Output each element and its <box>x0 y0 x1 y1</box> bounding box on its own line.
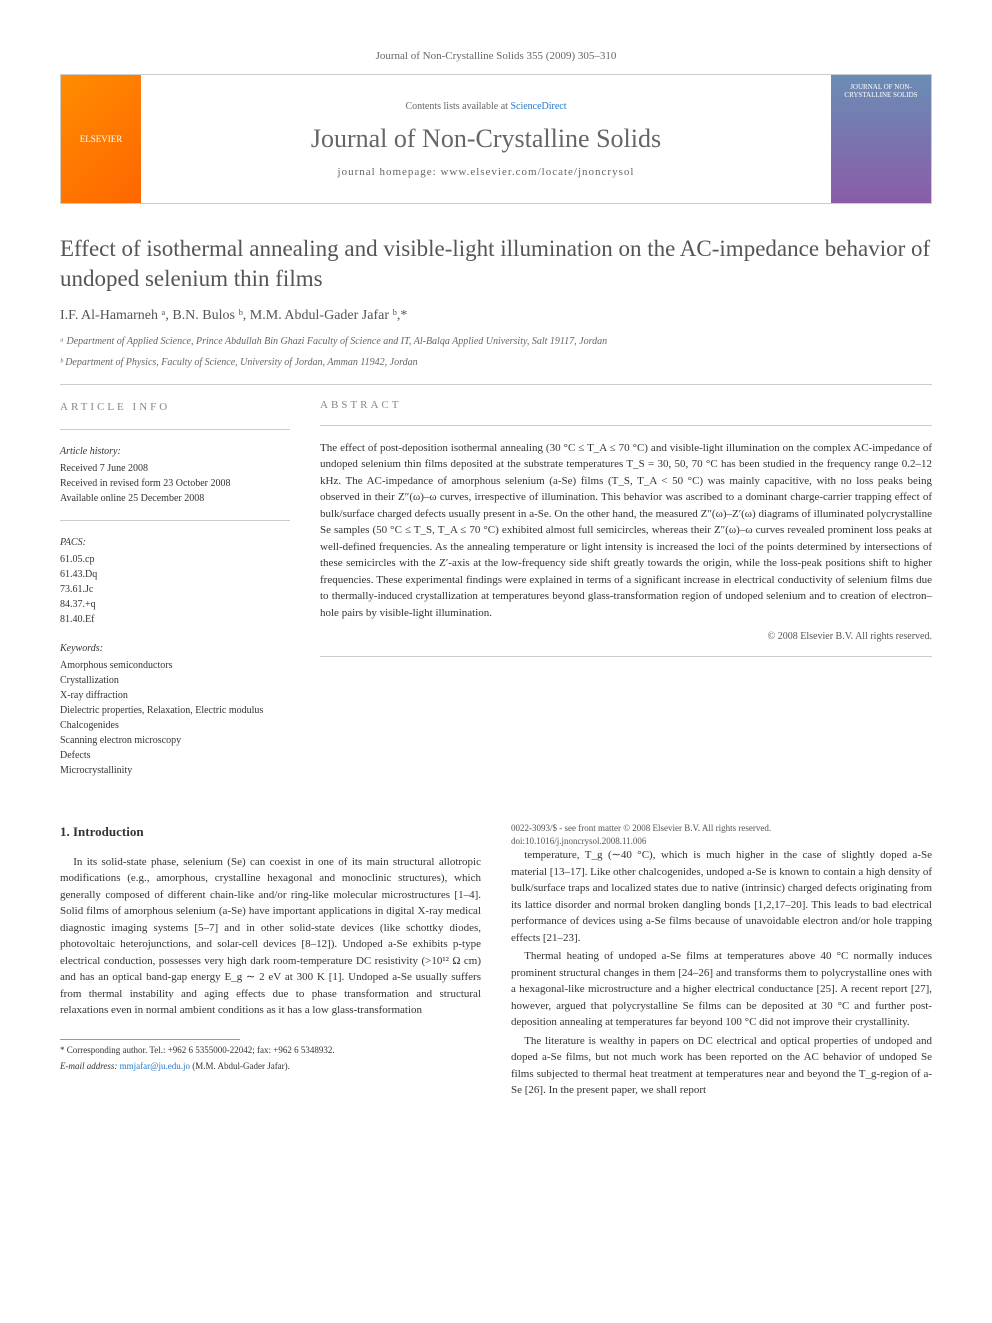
keyword: Scanning electron microscopy <box>60 733 290 748</box>
keyword: Amorphous semiconductors <box>60 658 290 673</box>
pacs-heading: PACS: <box>60 535 290 550</box>
keyword: Defects <box>60 748 290 763</box>
abstract-text: The effect of post-deposition isothermal… <box>320 440 932 622</box>
history-item: Received 7 June 2008 <box>60 461 290 476</box>
intro-paragraph: Thermal heating of undoped a-Se films at… <box>511 948 932 1031</box>
pacs-item: 61.05.cp <box>60 552 290 567</box>
abstract-column: ABSTRACT The effect of post-deposition i… <box>320 399 932 793</box>
doi-line: doi:10.1016/j.jnoncrysol.2008.11.006 <box>511 835 932 848</box>
sciencedirect-link[interactable]: ScienceDirect <box>510 101 566 112</box>
keyword: Dielectric properties, Relaxation, Elect… <box>60 703 290 718</box>
corresponding-author: * Corresponding author. Tel.: +962 6 535… <box>60 1044 481 1057</box>
history-item: Received in revised form 23 October 2008 <box>60 476 290 491</box>
abstract-copyright: © 2008 Elsevier B.V. All rights reserved… <box>320 631 932 642</box>
cover-text: JOURNAL OF NON-CRYSTALLINE SOLIDS <box>835 83 927 99</box>
history-item: Available online 25 December 2008 <box>60 491 290 506</box>
pacs-item: 73.61.Jc <box>60 582 290 597</box>
intro-heading: 1. Introduction <box>60 822 481 842</box>
email-line: E-mail address: mmjafar@ju.edu.jo (M.M. … <box>60 1060 481 1073</box>
intro-paragraph: In its solid-state phase, selenium (Se) … <box>60 854 481 1019</box>
publisher-name: ELSEVIER <box>80 134 123 144</box>
keywords-heading: Keywords: <box>60 641 290 656</box>
issn-line: 0022-3093/$ - see front matter © 2008 El… <box>511 822 932 835</box>
intro-paragraph: The literature is wealthy in papers on D… <box>511 1033 932 1099</box>
email-label: E-mail address: <box>60 1061 117 1071</box>
pacs-item: 84.37.+q <box>60 597 290 612</box>
keyword: Crystallization <box>60 673 290 688</box>
journal-banner: ELSEVIER Contents lists available at Sci… <box>60 74 932 204</box>
abstract-label: ABSTRACT <box>320 399 932 411</box>
pacs-item: 61.43.Dq <box>60 567 290 582</box>
keyword: Chalcogenides <box>60 718 290 733</box>
publisher-logo: ELSEVIER <box>61 75 141 203</box>
article-info-label: ARTICLE INFO <box>60 399 290 416</box>
header-citation: Journal of Non-Crystalline Solids 355 (2… <box>60 50 932 62</box>
affiliation-a: ᵃ Department of Applied Science, Prince … <box>60 334 932 349</box>
keyword: Microcrystallinity <box>60 763 290 778</box>
contents-line: Contents lists available at ScienceDirec… <box>151 101 821 112</box>
banner-center: Contents lists available at ScienceDirec… <box>141 75 831 203</box>
email-owner: (M.M. Abdul-Gader Jafar). <box>192 1061 290 1071</box>
history-heading: Article history: <box>60 444 290 459</box>
article-info-column: ARTICLE INFO Article history: Received 7… <box>60 399 290 793</box>
journal-cover-thumb: JOURNAL OF NON-CRYSTALLINE SOLIDS <box>831 75 931 203</box>
pacs-item: 81.40.Ef <box>60 612 290 627</box>
affiliation-b: ᵇ Department of Physics, Faculty of Scie… <box>60 355 932 370</box>
journal-homepage: journal homepage: www.elsevier.com/locat… <box>151 166 821 178</box>
contents-pre: Contents lists available at <box>405 101 510 112</box>
journal-name: Journal of Non-Crystalline Solids <box>151 124 821 154</box>
authors-line: I.F. Al-Hamarneh ᵃ, B.N. Bulos ᵇ, M.M. A… <box>60 308 932 324</box>
email-link[interactable]: mmjafar@ju.edu.jo <box>120 1061 190 1071</box>
keyword: X-ray diffraction <box>60 688 290 703</box>
divider <box>60 384 932 385</box>
intro-paragraph: temperature, T_g (∼40 °C), which is much… <box>511 847 932 946</box>
article-title: Effect of isothermal annealing and visib… <box>60 234 932 294</box>
footnote-divider <box>60 1039 240 1040</box>
